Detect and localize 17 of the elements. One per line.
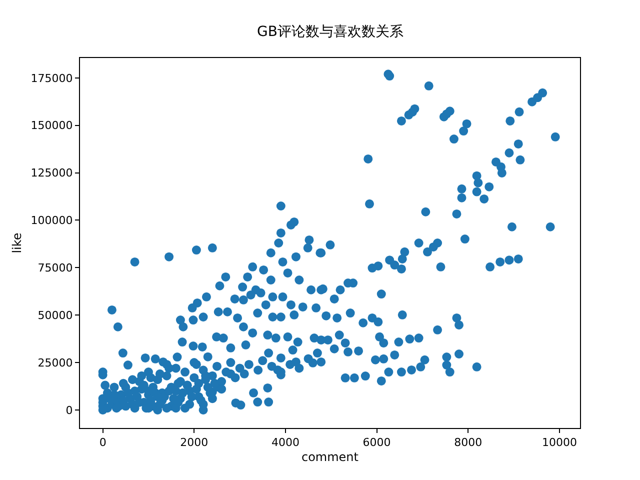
y-tick-label: 75000 [38,262,73,275]
y-tick-label: 175000 [30,72,73,85]
y-tick-label: 125000 [30,166,73,180]
y-axis-title: like [10,232,24,254]
y-tick-label: 150000 [30,119,73,132]
x-tick-label: 6000 [362,436,391,450]
x-axis-title: comment [301,450,359,464]
y-tick-label: 100000 [30,214,73,228]
y-tick-label: 50000 [38,308,73,322]
y-tick-label: 0 [66,404,73,417]
x-tick-label: 10000 [542,436,577,450]
x-tick-label: 8000 [454,436,482,450]
x-tick-label: 0 [99,436,106,450]
chart-title: GB评论数与喜欢数关系 [257,24,404,40]
y-tick-label: 25000 [38,356,73,370]
x-tick-label: 4000 [271,436,300,450]
x-tick-label: 2000 [180,436,208,450]
